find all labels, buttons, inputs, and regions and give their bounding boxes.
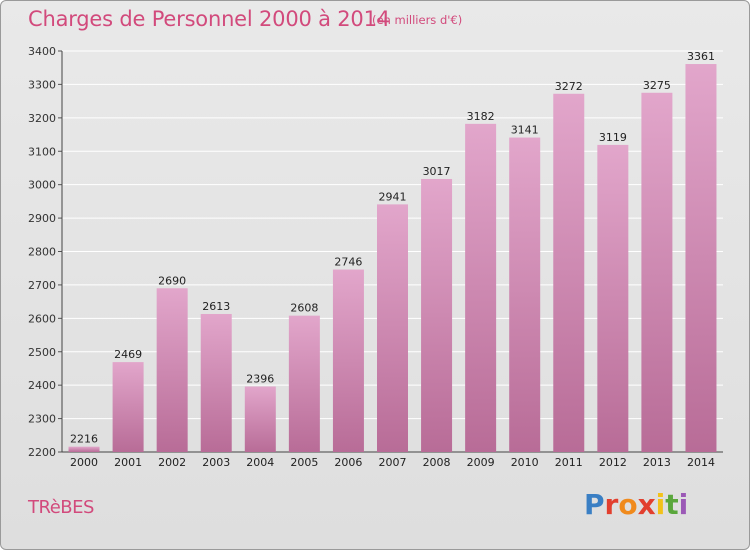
page-title: Charges de Personnel 2000 à 2014 — [28, 7, 390, 31]
data-label: 2613 — [202, 300, 230, 313]
data-label: 2746 — [334, 256, 362, 269]
data-label: 2396 — [246, 373, 274, 386]
x-tick-label: 2013 — [643, 456, 671, 469]
x-tick-label: 2005 — [290, 456, 318, 469]
y-tick-label: 3100 — [28, 145, 56, 158]
y-tick-label: 2200 — [28, 446, 56, 459]
bar — [112, 362, 144, 452]
chart-subtitle: (en milliers d'€) — [372, 13, 463, 27]
data-label: 3361 — [687, 50, 715, 63]
data-label: 2608 — [290, 302, 318, 315]
x-tick-label: 2014 — [687, 456, 715, 469]
y-tick-label: 3400 — [28, 45, 56, 58]
bar — [377, 204, 408, 452]
x-tick-label: 2004 — [246, 456, 274, 469]
bar — [465, 123, 497, 453]
x-tick-label: 2009 — [467, 456, 495, 469]
logo-letter: r — [604, 488, 619, 521]
data-label: 2690 — [158, 274, 186, 287]
y-tick-label: 2900 — [28, 212, 56, 225]
data-label: 3017 — [423, 165, 451, 178]
proxiti-logo[interactable]: Proxiti — [584, 488, 694, 524]
x-tick-label: 2000 — [70, 456, 98, 469]
logo-letter: o — [618, 488, 638, 521]
data-label: 2216 — [70, 433, 98, 446]
labels: 2200 2300 2400 2500 2600 2700 2800 2900 3000 3100… — [28, 45, 715, 469]
bar — [509, 137, 541, 452]
bar — [641, 92, 673, 452]
data-label: 3119 — [599, 131, 627, 144]
x-tick-label: 2007 — [379, 456, 407, 469]
y-tick-label: 3000 — [28, 179, 56, 192]
logo-letter: t — [665, 488, 679, 521]
bar — [288, 315, 320, 452]
y-tick-label: 2300 — [28, 413, 56, 426]
bars — [68, 64, 717, 453]
logo-letter: P — [584, 488, 605, 521]
x-tick-label: 2008 — [423, 456, 451, 469]
x-tick-label: 2003 — [202, 456, 230, 469]
bar — [597, 144, 629, 453]
x-tick-label: 2011 — [555, 456, 583, 469]
bar — [421, 178, 453, 452]
bar — [332, 269, 364, 452]
data-label: 3141 — [511, 124, 539, 137]
logo-letter: i — [655, 488, 666, 521]
y-tick-label: 2400 — [28, 379, 56, 392]
y-tick-label: 3300 — [28, 78, 56, 91]
bar — [244, 386, 276, 452]
data-label: 2469 — [114, 348, 142, 361]
y-tick-label: 2700 — [28, 279, 56, 292]
x-tick-label: 2006 — [334, 456, 362, 469]
x-tick-label: 2010 — [511, 456, 539, 469]
bar — [156, 288, 188, 452]
x-tick-label: 2002 — [158, 456, 186, 469]
commune-name: TRèBES — [28, 497, 94, 518]
logo-letter: i — [678, 488, 689, 521]
data-label: 2941 — [379, 190, 407, 203]
x-tick-label: 2012 — [599, 456, 627, 469]
bar — [200, 313, 232, 452]
data-label: 3182 — [467, 110, 495, 123]
bar — [685, 64, 717, 452]
y-tick-label: 2500 — [28, 346, 56, 359]
bar — [68, 446, 100, 452]
y-tick-label: 2600 — [28, 312, 56, 325]
data-label: 3272 — [555, 80, 583, 93]
x-tick-label: 2001 — [114, 456, 142, 469]
data-label: 3275 — [643, 79, 671, 92]
logo-letter: x — [637, 488, 656, 521]
y-tick-label: 3200 — [28, 112, 56, 125]
y-tick-label: 2800 — [28, 246, 56, 259]
bar — [553, 93, 585, 453]
